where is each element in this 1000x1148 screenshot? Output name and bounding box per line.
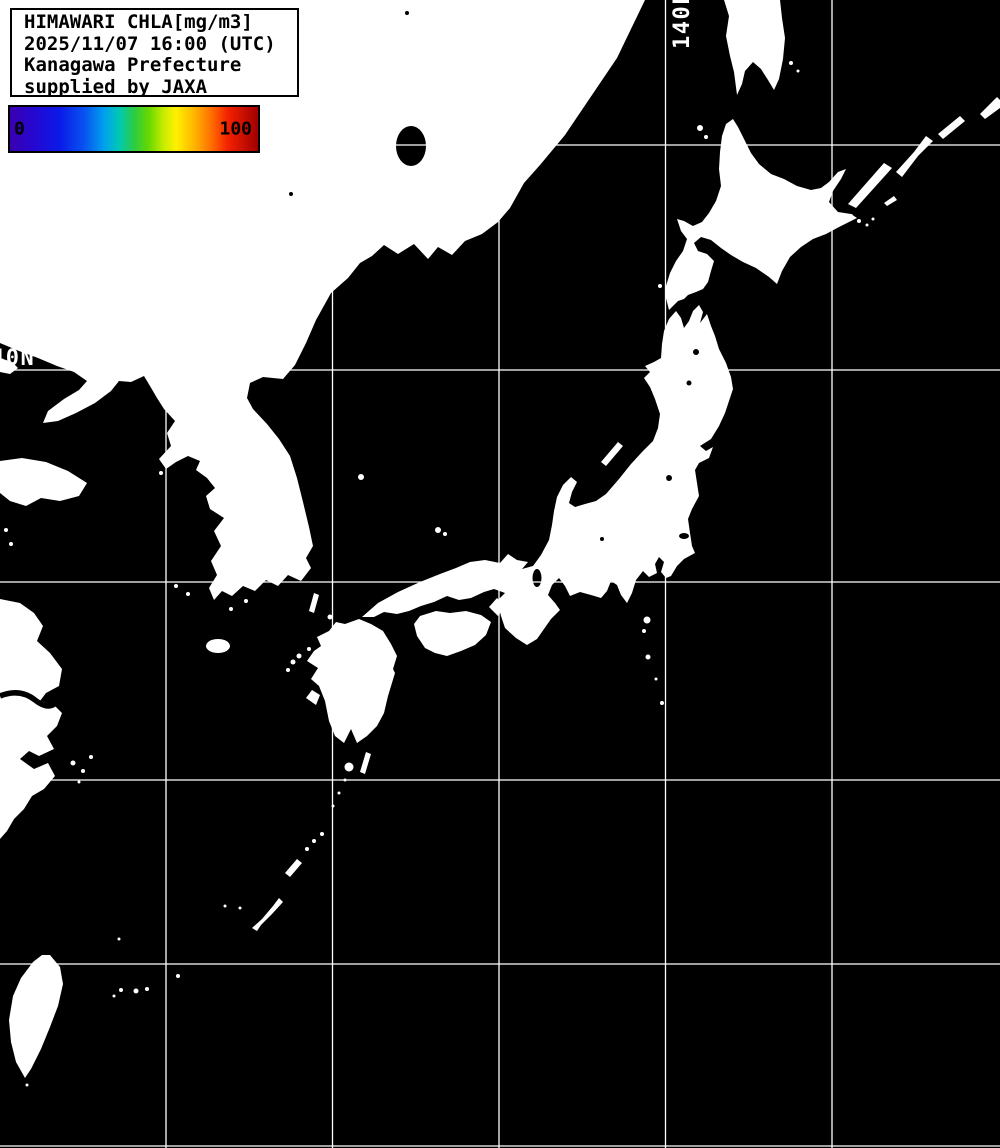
sado-island [601, 442, 623, 466]
land-shandong-peninsula [0, 458, 87, 506]
land-kuril-northeast [980, 97, 1000, 119]
land-amakusa [306, 690, 320, 705]
lake-khanka [396, 126, 426, 166]
land-honshu [362, 305, 733, 645]
graticule-labels: 40N 140E [0, 0, 695, 371]
land-kunashir [848, 163, 892, 208]
legend-line-region: Kanagawa Prefecture [24, 54, 242, 76]
land-shikotan [884, 196, 897, 206]
land-kyushu [307, 619, 397, 743]
colorbar: 0 100 [8, 105, 260, 153]
legend-line-source: supplied by JAXA [24, 75, 208, 97]
colorbar-min-label: 0 [14, 118, 25, 140]
land-sakhalin [724, 0, 785, 95]
awaji-island [489, 598, 505, 616]
latitude-label-40n: 40N [0, 346, 35, 371]
jeju-island [206, 639, 230, 653]
okinawa-island [252, 898, 283, 931]
legend-title-box: HIMAWARI CHLA[mg/m3] 2025/11/07 16:00 (U… [10, 8, 299, 97]
tanegashima-island [360, 752, 371, 774]
land-urup [938, 116, 965, 139]
inland-waters [0, 11, 699, 709]
yakushima-island [344, 762, 354, 772]
yangtze-river [0, 690, 61, 709]
lake-biwa [532, 569, 542, 587]
colorbar-gradient [10, 107, 258, 151]
legend-line-datetime: 2025/11/07 16:00 (UTC) [24, 32, 276, 55]
amami-island [285, 859, 302, 877]
small-islands [4, 61, 875, 1087]
land-iturup [896, 136, 933, 177]
land-taiwan [9, 955, 63, 1078]
colorbar-max-label: 100 [219, 118, 252, 140]
land-hokkaido [666, 119, 857, 310]
legend-line-product: HIMAWARI CHLA[mg/m3] [24, 11, 253, 33]
land-shikoku [414, 611, 491, 656]
tsushima-island [309, 593, 319, 613]
longitude-label-140e: 140E [670, 0, 695, 49]
land-china-east-coast [0, 599, 62, 839]
